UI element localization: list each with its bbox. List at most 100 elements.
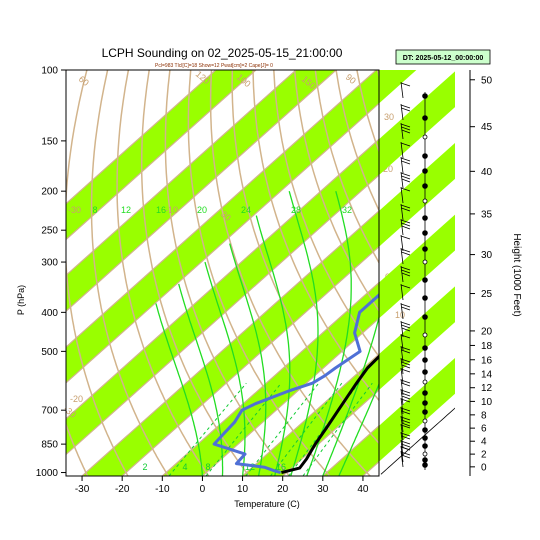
wind-barb-flag [401, 410, 411, 415]
temperature-line [281, 354, 379, 474]
wind-barb [400, 203, 404, 221]
wind-barb-flag [401, 349, 411, 354]
isotherm-line [66, 70, 217, 205]
dry-adiabat-label: 90 [344, 72, 358, 86]
mixing-ratio-label: 2 [142, 462, 147, 472]
x-tick-label: -30 [75, 484, 90, 495]
wind-barb-flag [401, 419, 411, 424]
wind-barb-flag [400, 219, 411, 224]
height-tick-label: 2 [481, 450, 487, 461]
height-tick-label: 18 [481, 341, 493, 352]
isotherm-line [66, 70, 377, 348]
y-tick-label: 1000 [36, 468, 59, 479]
wind-dot [422, 451, 428, 457]
wind-dot [422, 134, 428, 140]
height-tick-label: 10 [481, 397, 493, 408]
dry-adiabat [335, 70, 379, 213]
wind-barb-flag [400, 248, 411, 253]
mixing-ratio-line [302, 382, 373, 476]
wind-barb [400, 431, 404, 449]
wind-dot [422, 198, 428, 204]
wind-dot [422, 400, 428, 406]
wind-dot [422, 246, 428, 252]
height-tick-label: 30 [481, 250, 493, 261]
x-tick-label: 30 [317, 484, 329, 495]
chart-subtitle: Pcl=983 Tlcl[C]=18 Show=12 Pwat[cm]=2 Ca… [155, 63, 273, 69]
y-tick-label: 100 [41, 66, 58, 77]
wind-barb [400, 378, 404, 396]
wind-barb-flag [400, 334, 411, 339]
wind-barb [400, 186, 404, 204]
dry-adiabat [66, 70, 129, 476]
wind-dot [422, 215, 428, 221]
wind-dot [422, 345, 428, 351]
x-axis-label: Temperature (C) [234, 499, 300, 509]
wind-barb [400, 171, 404, 189]
isotherm-band [66, 70, 379, 383]
dry-adiabats [66, 70, 379, 476]
wind-dot [422, 427, 428, 433]
mixing-ratio-line [270, 382, 343, 476]
wind-barb-flag [400, 416, 411, 421]
isotherm-label: 10 [395, 310, 405, 320]
moist-adiabat-label: 8 [92, 205, 97, 215]
wind-barb [400, 122, 404, 140]
wind-dot [422, 93, 428, 99]
wind-barb-flag [400, 142, 411, 147]
wind-barb-flag [400, 266, 411, 271]
wind-barb [400, 103, 404, 121]
moist-adiabat-label: 12 [121, 205, 131, 215]
dry-adiabat-label: 30 [219, 209, 233, 223]
dry-adiabat [90, 70, 169, 476]
dry-adiabat [231, 70, 379, 445]
wind-barb-flag [400, 398, 411, 403]
isotherm-label: -10 [165, 205, 178, 215]
moist-adiabat-label: 24 [241, 205, 251, 215]
y-tick-label: 250 [41, 226, 58, 237]
dry-adiabat [66, 70, 89, 476]
isotherm-line [121, 245, 379, 476]
wind-dot [422, 332, 428, 338]
plot-frame [65, 69, 380, 477]
wind-barb-flag [401, 272, 411, 277]
wind-barb-flag [400, 104, 411, 109]
wind-dot [422, 409, 428, 415]
height-tick-label: 25 [481, 289, 493, 300]
height-tick-label: 12 [481, 383, 493, 394]
isotherm-label: 30 [384, 112, 394, 122]
height-tick-label: 4 [481, 437, 487, 448]
isotherm-line [282, 389, 379, 476]
moist-adiabat [155, 303, 204, 476]
wind-barb-flag [401, 324, 411, 329]
y-tick-label: 400 [41, 308, 58, 319]
wind-barb-flag [400, 440, 411, 445]
wind-barb-flag [400, 407, 411, 412]
wind-barb-flag [401, 251, 411, 256]
dry-adiabat-label: 60 [77, 74, 91, 88]
wind-barb-flag [401, 443, 411, 448]
datetime-text: DT: 2025-05-12_00:00:00 [403, 55, 484, 62]
wind-barb-flag [400, 346, 411, 351]
wind-barb [400, 445, 404, 463]
wind-dot [422, 153, 428, 159]
grid-labels: 8121620242832-30-20-100102030-3030609010… [62, 69, 405, 472]
height-tick-label: 8 [481, 410, 487, 421]
moist-adiabat [229, 243, 267, 476]
wind-dot [422, 230, 428, 236]
wind-panel-band [379, 71, 455, 176]
y-tick-label: 300 [41, 258, 58, 269]
mixing-ratio-label: 8 [205, 462, 210, 472]
wind-dot [422, 168, 428, 174]
isotherm-label: 20 [383, 164, 393, 174]
height-tick-label: 45 [481, 122, 493, 133]
y-tick-label: 700 [41, 406, 58, 417]
moist-adiabat-label: 20 [197, 205, 207, 215]
wind-barb-flag [401, 454, 411, 459]
x-tick-label: -20 [115, 484, 130, 495]
wind-barb [400, 439, 404, 457]
moist-adiabat-label: 16 [156, 205, 166, 215]
wind-dot [422, 390, 428, 396]
isotherm-label: -30 [68, 205, 81, 215]
wind-barb-flag [401, 361, 411, 366]
y-tick-label: 500 [41, 347, 58, 358]
